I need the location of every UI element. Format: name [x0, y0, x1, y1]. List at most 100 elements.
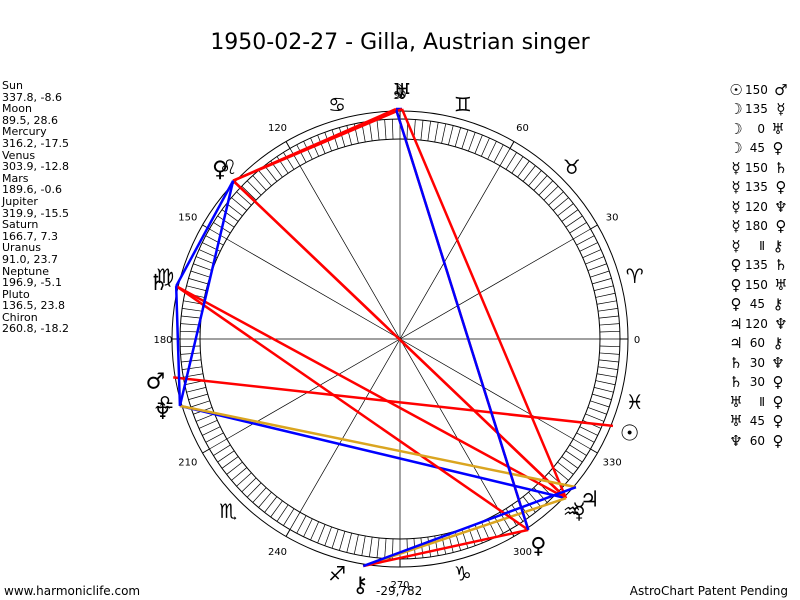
degree-label-0: 0: [634, 335, 640, 346]
degree-tick: [331, 529, 339, 549]
mercury-icon: ☿: [731, 197, 741, 216]
degree-tick: [317, 524, 326, 544]
degree-label-30: 30: [606, 213, 619, 224]
degree-tick: [599, 352, 620, 355]
aspect-row: ☿ 180 ♀: [727, 217, 790, 237]
degree-tick: [193, 263, 213, 271]
degree-tick: [596, 300, 617, 305]
degree-tick: [587, 407, 607, 415]
jupiter-icon: ♃: [729, 314, 743, 333]
degree-tick: [579, 426, 598, 436]
degree-tick: [241, 185, 257, 201]
degree-label-240: 240: [268, 547, 287, 558]
aspect-row: ♀ 150 ♅: [727, 275, 790, 295]
planet-name-jupiter: Jupiter: [2, 194, 38, 208]
pluto-icon: ♀: [772, 373, 784, 392]
pluto-icon: ♀: [772, 431, 784, 450]
degree-tick: [339, 127, 346, 147]
aspect-row: ♆ 60 ♀: [727, 431, 790, 451]
degree-tick: [182, 308, 202, 312]
planet-coords-jupiter: 319.9, -15.5: [2, 206, 69, 220]
mercury-icon: ☿: [731, 236, 741, 255]
zodiac-sign-icon: ♉: [563, 155, 581, 179]
degree-tick: [587, 263, 607, 271]
venus-icon: ♀: [730, 295, 742, 314]
mercury-icon: ☿: [731, 217, 741, 236]
planet-coords-neptune: 196.9, -5.1: [2, 276, 62, 290]
degree-tick: [361, 535, 366, 556]
degree-tick: [296, 515, 307, 534]
planet-name-mercury: Mercury: [2, 125, 47, 139]
degree-tick: [592, 278, 612, 285]
aspect-angle: 45: [749, 141, 765, 156]
mercury-icon: ☿: [731, 158, 741, 177]
degree-tick: [561, 209, 579, 222]
degree-tick: [391, 119, 394, 140]
degree-tick: [595, 292, 616, 298]
degree-tick: [186, 285, 207, 291]
aspect-row: ☽ 0 ♅: [727, 119, 790, 139]
degree-tick: [420, 537, 424, 558]
degree-tick: [493, 144, 504, 163]
planet-name-venus: Venus: [2, 148, 36, 162]
aspect-angle: 180: [745, 219, 768, 234]
degree-tick: [557, 203, 574, 217]
zodiac-sign-icon: ♌: [219, 155, 237, 179]
degree-tick: [593, 387, 614, 393]
zodiac-sign-icon: ♒: [563, 499, 581, 523]
degree-tick: [353, 534, 359, 555]
neptune-icon: ♆: [153, 400, 173, 425]
degree-label-300: 300: [513, 547, 532, 558]
degree-tick: [548, 191, 564, 206]
venus-icon: ♀: [530, 534, 546, 559]
spoke-tick: [509, 141, 515, 149]
zodiac-sign-icon: ♓: [626, 390, 644, 414]
planet-name-sun: Sun: [2, 79, 23, 92]
degree-tick: [198, 420, 218, 429]
aspect-line: [178, 180, 235, 407]
degree-tick: [511, 156, 524, 174]
planet-name-pluto: Pluto: [2, 287, 30, 301]
aspect-angle: 120: [745, 316, 768, 331]
pluto-icon: ♀: [212, 157, 228, 182]
zodiac-sign-icon: ♏: [219, 499, 237, 523]
degree-tick: [209, 438, 227, 450]
saturn-icon: ♄: [149, 271, 169, 296]
planet-coords-chiron: 260.8, -18.2: [2, 322, 69, 336]
aspect-row: ☽ 45 ♀: [727, 139, 790, 159]
degree-tick: [593, 285, 614, 291]
coordinate-readout: -29,782: [376, 584, 423, 598]
venus-icon: ♀: [730, 275, 742, 294]
moon-icon: ☽: [729, 139, 743, 158]
jupiter-icon: ♃: [580, 488, 600, 513]
degree-tick: [289, 148, 301, 166]
aspect-angle: 150: [745, 277, 768, 292]
degree-tick: [598, 315, 619, 319]
degree-tick: [561, 456, 579, 469]
moon-icon: ☽: [386, 80, 406, 105]
degree-tick: [202, 426, 221, 436]
degree-tick: [565, 215, 583, 228]
saturn-icon: ♄: [729, 373, 743, 392]
moon-icon: ☽: [729, 100, 743, 119]
degree-tick: [596, 373, 617, 378]
aspect-line: [173, 376, 614, 428]
degree-tick: [569, 444, 587, 456]
degree-tick: [493, 515, 504, 534]
degree-tick: [195, 256, 215, 265]
planet-name-moon: Moon: [2, 102, 32, 116]
footer-website[interactable]: www.harmoniclife.com: [4, 584, 141, 598]
degree-tick: [205, 432, 224, 443]
degree-tick: [384, 538, 387, 559]
degree-tick: [231, 197, 248, 211]
aspect-angle: 60: [749, 433, 765, 448]
neptune-icon: ♆: [774, 197, 788, 216]
aspect-angle: 60: [749, 336, 765, 351]
degree-tick: [303, 518, 313, 537]
zodiac-sign-icon: ♍: [156, 264, 174, 288]
aspect-angle: 30: [749, 375, 765, 390]
aspect-angle: 135: [745, 180, 768, 195]
zodiac-sign-icon: ♊: [454, 92, 472, 116]
degree-tick: [270, 500, 283, 518]
degree-label-150: 150: [178, 213, 197, 224]
